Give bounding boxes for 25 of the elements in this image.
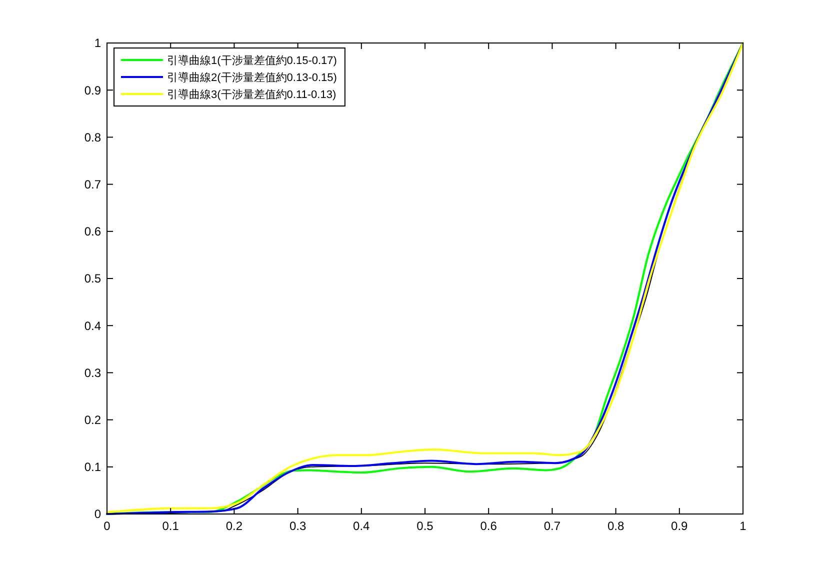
y-tick-label: 0.9 — [84, 83, 102, 98]
y-tick-label: 0.7 — [84, 178, 102, 192]
x-tick-label: 1 — [740, 519, 747, 533]
x-tick-label: 0.6 — [480, 519, 498, 533]
y-tick-label: 0 — [94, 507, 102, 522]
x-tick-label: 0.3 — [289, 519, 306, 533]
legend-label: 引導曲線2(干涉量差值約0.13-0.15) — [167, 70, 337, 84]
x-tick-label: 0.7 — [544, 519, 561, 533]
x-tick-label: 0 — [104, 519, 111, 533]
x-tick-label: 0.5 — [416, 519, 434, 533]
y-tick-label: 1 — [94, 36, 102, 50]
y-tick-label: 0.1 — [84, 460, 102, 474]
x-tick-label: 0.9 — [671, 519, 688, 533]
y-tick-label: 0.3 — [84, 366, 102, 380]
y-tick-label: 0.5 — [84, 272, 102, 286]
legend-label: 引導曲線1(干涉量差值約0.15-0.17) — [167, 54, 337, 67]
y-tick-label: 0.8 — [84, 130, 102, 144]
y-tick-label: 0.2 — [84, 413, 102, 427]
y-tick-label: 0.6 — [84, 224, 102, 239]
legend-label: 引導曲線3(干涉量差值約0.11-0.13) — [167, 88, 336, 101]
x-tick-label: 0.2 — [226, 519, 243, 533]
x-tick-label: 0.1 — [162, 519, 180, 533]
y-tick-label: 0.4 — [84, 318, 102, 333]
x-tick-label: 0.4 — [353, 519, 370, 533]
x-tick-label: 0.8 — [607, 519, 624, 533]
